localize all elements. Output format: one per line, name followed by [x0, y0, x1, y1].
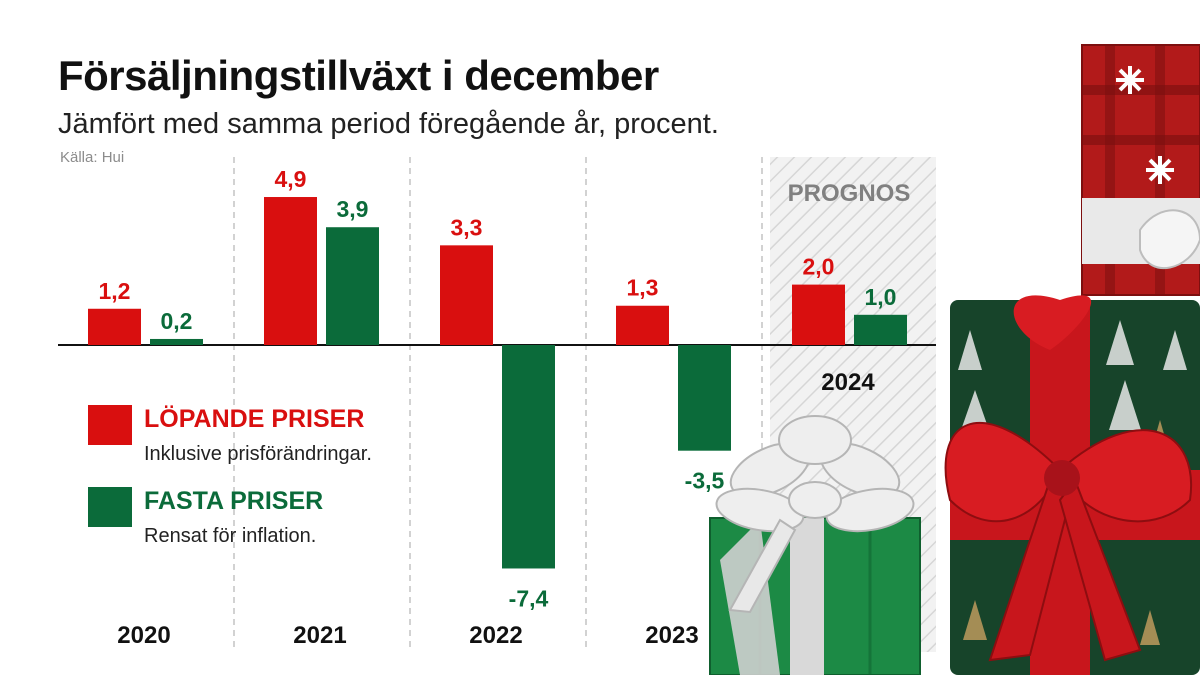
value-label-fasta-2024: 1,0 [865, 284, 897, 310]
value-label-lopande-2023: 1,3 [627, 275, 659, 301]
bar-lopande-2024 [792, 284, 845, 345]
x-tick-label-2021: 2021 [293, 622, 346, 649]
bar-lopande-2022 [440, 245, 493, 345]
legend-label-lopande: LÖPANDE PRISER [144, 405, 365, 433]
prognos-label: PROGNOS [787, 180, 911, 207]
bar-fasta-2021 [326, 227, 379, 345]
bar-lopande-2021 [264, 197, 317, 345]
value-label-fasta-2020: 0,2 [161, 308, 193, 334]
value-label-fasta-2022: -7,4 [509, 585, 549, 611]
chart-title: Försäljningstillväxt i december [58, 52, 659, 99]
legend-desc-lopande: Inklusive prisförändringar. [144, 443, 372, 465]
x-tick-label-2022: 2022 [469, 622, 522, 649]
legend-desc-fasta: Rensat för inflation. [144, 525, 317, 547]
bar-fasta-2020 [150, 338, 203, 345]
forecast-region [770, 157, 936, 652]
bar-fasta-2022 [502, 345, 555, 569]
value-label-lopande-2021: 4,9 [275, 166, 307, 192]
legend-label-fasta: FASTA PRISER [144, 487, 324, 515]
legend-swatch-fasta [88, 487, 132, 527]
legend-swatch-lopande [88, 405, 132, 445]
value-label-fasta-2021: 3,9 [337, 196, 369, 222]
value-label-lopande-2022: 3,3 [451, 214, 483, 240]
bar-lopande-2023 [616, 305, 669, 345]
x-tick-label-2023: 2023 [645, 622, 698, 649]
bar-fasta-2024 [854, 314, 907, 345]
chart-subtitle: Jämfört med samma period föregående år, … [58, 108, 719, 140]
x-tick-label-2024: 2024 [821, 369, 875, 396]
value-label-lopande-2020: 1,2 [99, 278, 131, 304]
value-label-lopande-2024: 2,0 [803, 254, 835, 280]
source-note: Källa: Hui [60, 149, 125, 166]
value-label-fasta-2023: -3,5 [685, 468, 725, 494]
bar-lopande-2020 [88, 308, 141, 345]
x-tick-label-2020: 2020 [117, 622, 170, 649]
bar-fasta-2023 [678, 345, 731, 451]
